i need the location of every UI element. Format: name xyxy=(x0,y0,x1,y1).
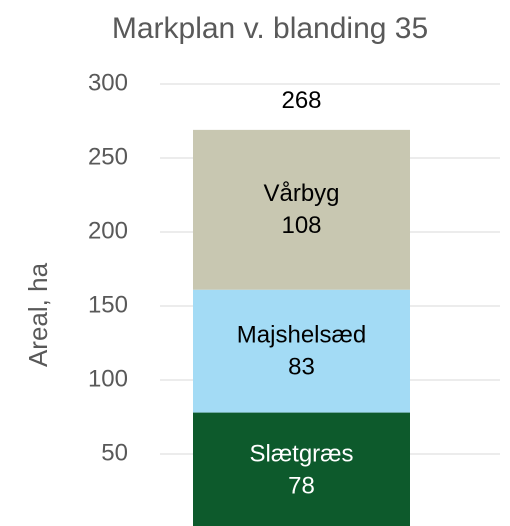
data-label: 108 xyxy=(281,212,321,239)
y-tick-label: 100 xyxy=(88,365,128,392)
y-tick-label: 200 xyxy=(88,217,128,244)
data-label: 78 xyxy=(288,473,315,500)
segment-name: Slætgræs xyxy=(249,441,353,468)
segment-name: Vårbyg xyxy=(263,180,339,207)
bar-segment xyxy=(193,129,410,290)
y-tick-label: 150 xyxy=(88,291,128,318)
chart-title: Markplan v. blanding 35 xyxy=(112,12,428,45)
y-axis-label: Areal, ha xyxy=(23,262,53,367)
bar-segment xyxy=(193,412,410,526)
bar-segment xyxy=(193,289,410,413)
segment-name: Majshelsæd xyxy=(237,321,366,348)
y-tick-label: 300 xyxy=(88,69,128,96)
y-tick-label: 250 xyxy=(88,143,128,170)
total-label: 268 xyxy=(281,87,321,114)
y-tick-label: 50 xyxy=(101,439,128,466)
data-label: 83 xyxy=(288,353,315,380)
